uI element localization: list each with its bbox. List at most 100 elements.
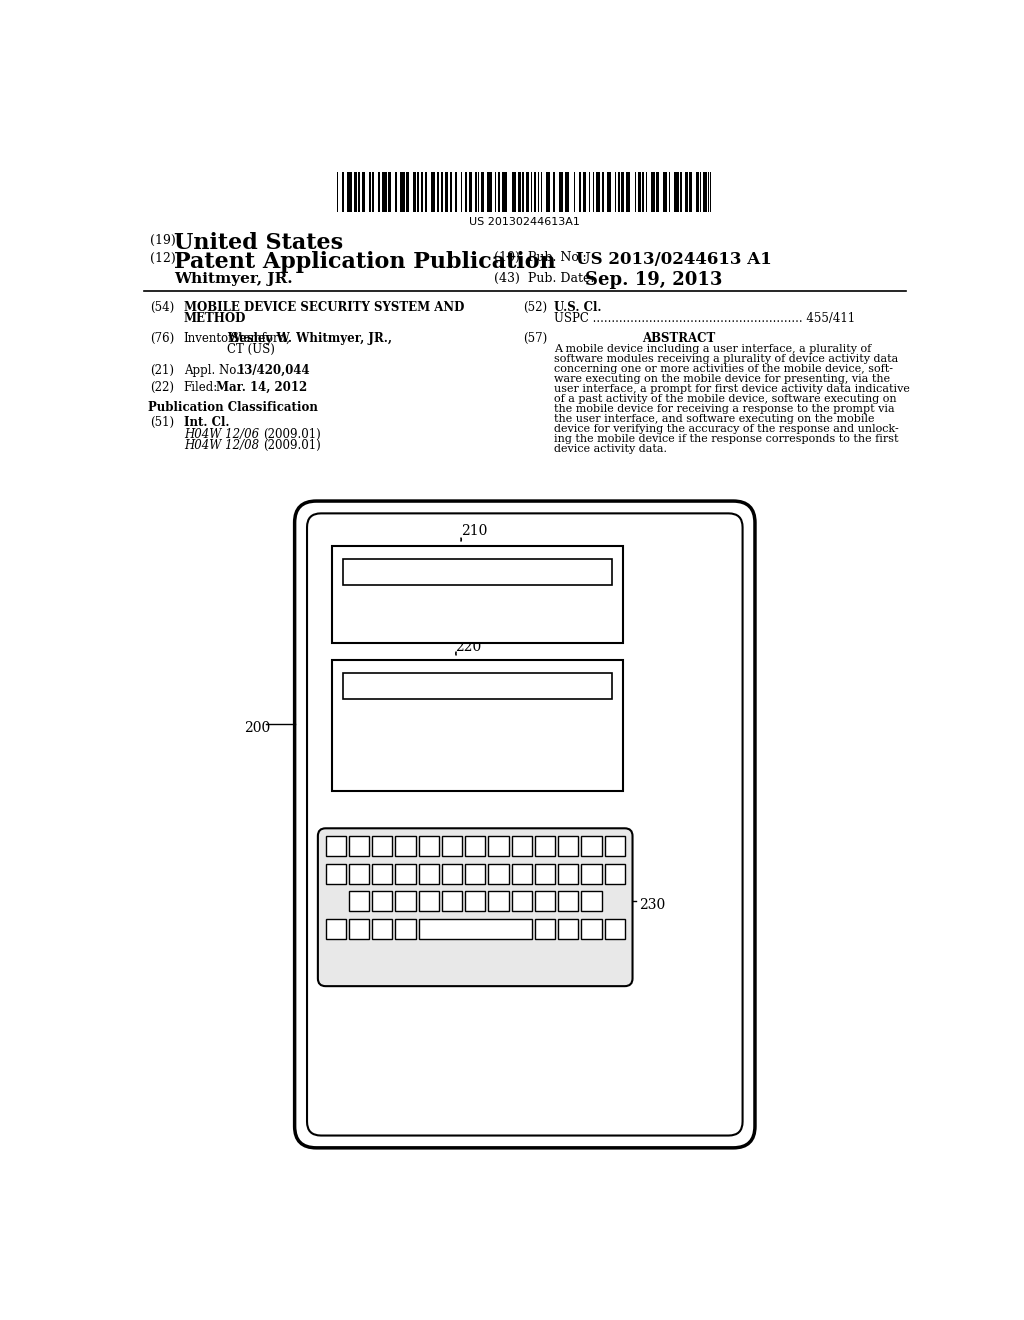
Bar bbox=[349, 863, 369, 884]
Bar bbox=[604, 836, 625, 857]
Bar bbox=[326, 863, 346, 884]
Bar bbox=[582, 836, 601, 857]
Bar bbox=[455, 173, 457, 213]
Bar bbox=[465, 173, 467, 213]
Bar bbox=[582, 863, 601, 884]
Text: last person you texted?: last person you texted? bbox=[372, 726, 584, 744]
Bar bbox=[395, 836, 416, 857]
Text: 13/420,044: 13/420,044 bbox=[237, 364, 310, 378]
Text: Patent Application Publication: Patent Application Publication bbox=[174, 251, 556, 273]
Bar bbox=[627, 173, 630, 213]
Bar bbox=[349, 836, 369, 857]
Bar bbox=[419, 836, 438, 857]
Bar bbox=[372, 836, 392, 857]
Bar bbox=[445, 173, 447, 213]
Text: US 2013/0244613 A1: US 2013/0244613 A1 bbox=[575, 251, 772, 268]
Bar bbox=[342, 173, 344, 213]
Text: What is the last name of the: What is the last name of the bbox=[349, 711, 606, 729]
Bar bbox=[413, 173, 416, 213]
Text: Appl. No.:: Appl. No.: bbox=[183, 364, 244, 378]
Text: (10)  Pub. No.:: (10) Pub. No.: bbox=[494, 251, 594, 264]
Bar bbox=[450, 173, 452, 213]
Bar bbox=[372, 863, 392, 884]
Bar bbox=[388, 173, 391, 213]
Bar bbox=[617, 173, 620, 213]
Bar bbox=[604, 863, 625, 884]
Bar bbox=[680, 173, 682, 213]
Bar bbox=[419, 891, 438, 911]
Bar bbox=[541, 173, 543, 213]
Text: device for verifying the accuracy of the response and unlock-: device for verifying the accuracy of the… bbox=[554, 424, 899, 434]
Bar bbox=[332, 546, 624, 643]
Bar bbox=[354, 173, 357, 213]
Bar bbox=[332, 660, 624, 792]
Bar bbox=[535, 891, 555, 911]
Bar bbox=[487, 173, 492, 213]
Bar bbox=[558, 836, 579, 857]
Bar bbox=[442, 836, 462, 857]
Text: Mar. 14, 2012: Mar. 14, 2012 bbox=[216, 381, 307, 393]
Text: (2009.01): (2009.01) bbox=[263, 428, 322, 441]
Text: device activity data.: device activity data. bbox=[554, 444, 668, 454]
Text: ing the mobile device if the response corresponds to the first: ing the mobile device if the response co… bbox=[554, 434, 899, 444]
Bar bbox=[431, 173, 434, 213]
Bar bbox=[362, 173, 365, 213]
Text: Enter Passcode: Enter Passcode bbox=[408, 599, 548, 616]
Text: the user interface, and software executing on the mobile: the user interface, and software executi… bbox=[554, 414, 874, 424]
Bar bbox=[596, 173, 600, 213]
Bar bbox=[663, 173, 668, 213]
Text: (12): (12) bbox=[150, 252, 175, 265]
Bar bbox=[558, 891, 579, 911]
Bar bbox=[651, 173, 655, 213]
Bar bbox=[621, 173, 624, 213]
Bar bbox=[582, 891, 601, 911]
Bar bbox=[378, 173, 380, 213]
Bar bbox=[488, 891, 509, 911]
Text: ABSTRACT: ABSTRACT bbox=[642, 331, 715, 345]
Text: (57): (57) bbox=[523, 331, 548, 345]
Bar bbox=[535, 863, 555, 884]
Bar bbox=[558, 863, 579, 884]
Bar bbox=[638, 173, 641, 213]
Text: Stamford,: Stamford, bbox=[227, 331, 290, 345]
Text: H04W 12/06: H04W 12/06 bbox=[183, 428, 259, 441]
Text: Wesley W. Whitmyer, JR.,: Wesley W. Whitmyer, JR., bbox=[227, 331, 392, 345]
Text: 230: 230 bbox=[640, 899, 666, 912]
Text: 220: 220 bbox=[455, 640, 481, 653]
Bar bbox=[395, 863, 416, 884]
Bar bbox=[602, 173, 604, 213]
Bar bbox=[441, 173, 443, 213]
Text: (54): (54) bbox=[150, 301, 174, 314]
Bar bbox=[481, 173, 484, 213]
Bar bbox=[512, 891, 531, 911]
Text: user interface, a prompt for first device activity data indicative: user interface, a prompt for first devic… bbox=[554, 384, 910, 393]
Text: USPC ........................................................ 455/411: USPC ...................................… bbox=[554, 312, 855, 325]
Bar bbox=[503, 173, 507, 213]
Bar bbox=[565, 173, 569, 213]
Bar bbox=[553, 173, 555, 213]
Bar bbox=[518, 173, 521, 213]
Text: Filed:: Filed: bbox=[183, 381, 218, 393]
Text: of a past activity of the mobile device, software executing on: of a past activity of the mobile device,… bbox=[554, 395, 897, 404]
Bar bbox=[696, 173, 699, 213]
Bar bbox=[395, 173, 397, 213]
Text: United States: United States bbox=[174, 232, 344, 255]
Bar bbox=[406, 173, 409, 213]
Text: the mobile device for receiving a response to the prompt via: the mobile device for receiving a respon… bbox=[554, 404, 895, 414]
Bar bbox=[358, 173, 360, 213]
Bar bbox=[535, 919, 555, 940]
Bar bbox=[526, 173, 529, 213]
Bar bbox=[442, 891, 462, 911]
Text: Sep. 19, 2013: Sep. 19, 2013 bbox=[586, 271, 723, 289]
Bar bbox=[488, 863, 509, 884]
Text: (43)  Pub. Date:: (43) Pub. Date: bbox=[494, 272, 594, 285]
Bar bbox=[465, 836, 485, 857]
Text: Publication Classification: Publication Classification bbox=[147, 401, 317, 414]
Bar bbox=[400, 173, 406, 213]
Bar bbox=[372, 173, 374, 213]
Text: (19): (19) bbox=[150, 234, 175, 247]
Bar bbox=[559, 173, 562, 213]
Bar bbox=[349, 919, 369, 940]
Bar bbox=[558, 919, 579, 940]
Bar bbox=[498, 173, 501, 213]
